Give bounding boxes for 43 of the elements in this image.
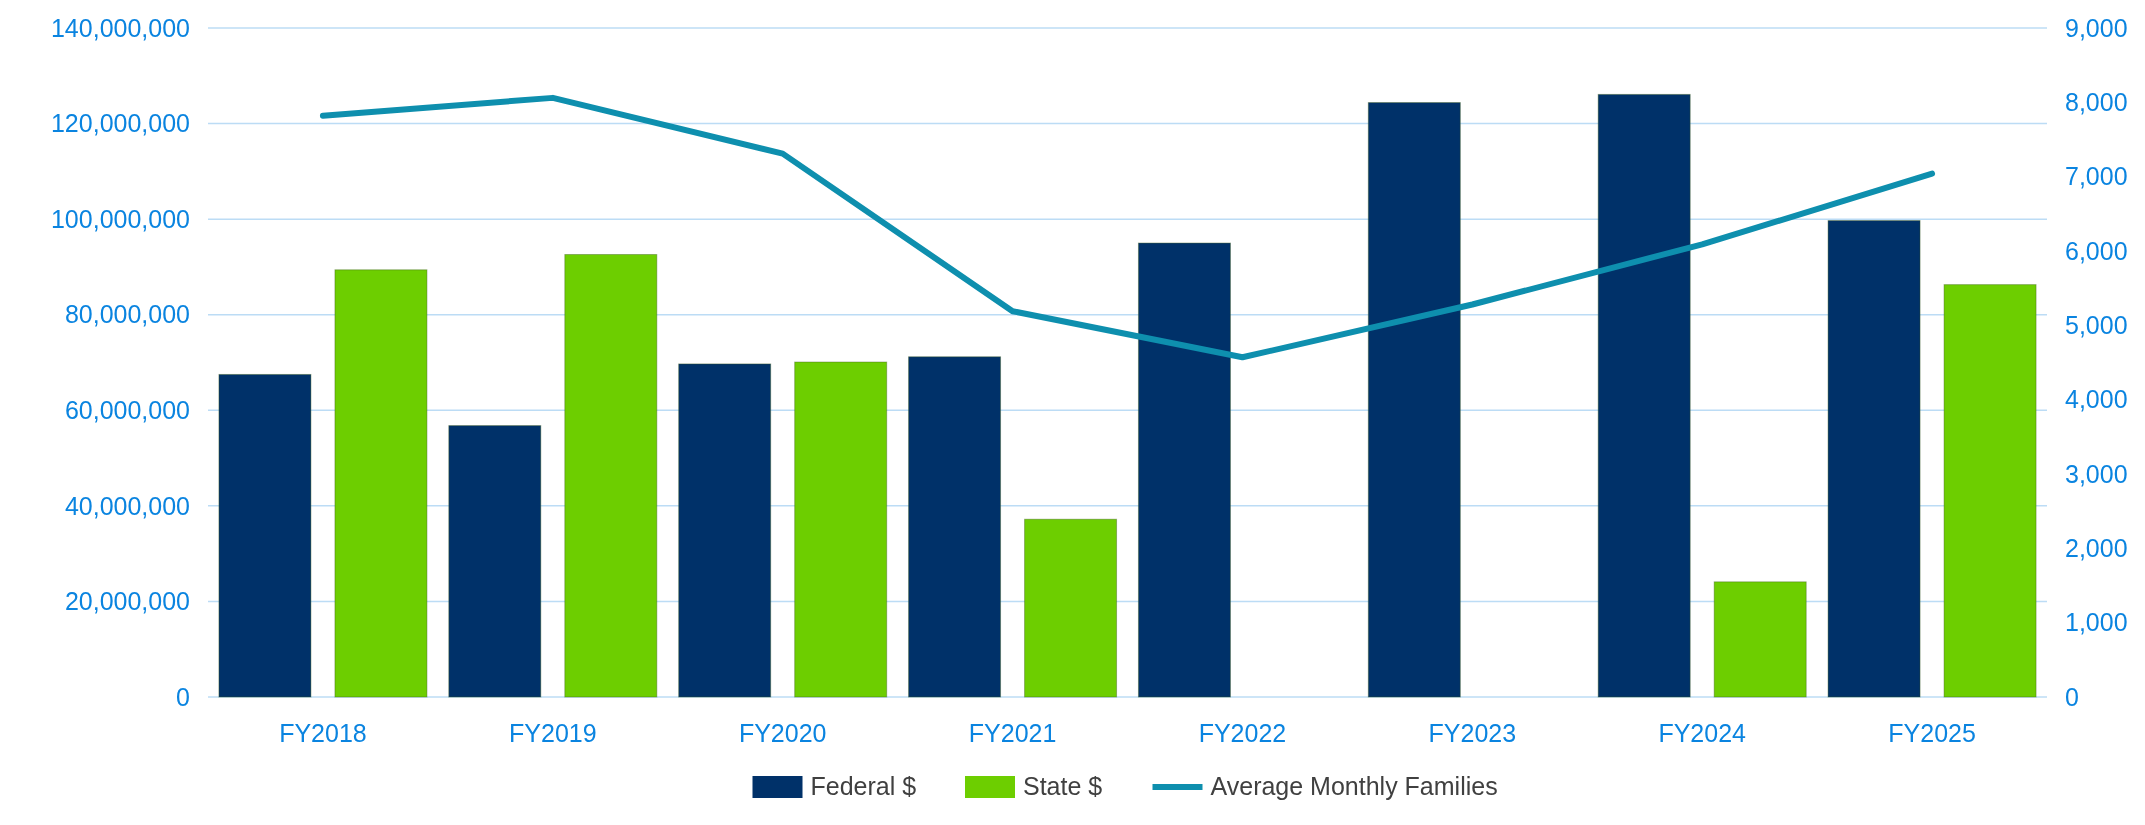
y2-tick-label: 2,000 [2065,534,2128,563]
bar [1024,518,1118,698]
x-tick-label: FY2019 [509,719,597,747]
x-tick-label: FY2020 [738,719,827,747]
bar [1367,102,1461,698]
y-tick-label: 0 [176,682,190,711]
bar [334,269,428,698]
y2-tick-label: 3,000 [2065,459,2128,488]
x-tick-label: FY2025 [1888,719,1976,747]
y2-tick-label: 8,000 [2065,88,2128,117]
y2-tick-label: 1,000 [2065,608,2128,637]
y2-tick-label: 6,000 [2065,236,2128,265]
bar [794,361,888,698]
bar [218,373,312,698]
bar [448,425,542,698]
x-tick-label: FY2022 [1198,719,1287,747]
bar [1827,220,1921,698]
x-tick-label: FY2021 [968,719,1057,747]
y-tick-label: 40,000,000 [64,491,190,520]
legend-label: State $ [1023,772,1103,800]
y-tick-label: 100,000,000 [50,204,190,233]
y2-tick-label: 4,000 [2065,385,2128,414]
x-tick-label: FY2023 [1428,719,1517,747]
bar [1943,284,2037,698]
x-tick-label: FY2018 [279,719,367,747]
y2-tick-label: 0 [2065,682,2079,711]
bar [1713,581,1807,698]
bar [1597,93,1691,698]
y2-tick-label: 5,000 [2065,311,2128,340]
bar [564,254,658,698]
bar [1137,242,1231,698]
y-tick-label: 120,000,000 [50,109,190,138]
legend-label: Average Monthly Families [1210,772,1498,800]
y2-tick-label: 9,000 [2065,13,2128,42]
y-tick-label: 20,000,000 [64,587,190,616]
y-tick-label: 80,000,000 [64,300,190,329]
y-tick-label: 60,000,000 [64,396,190,425]
y2-tick-label: 7,000 [2065,162,2128,191]
bar [908,356,1002,698]
legend-label: Federal $ [810,772,917,800]
bar [678,363,772,698]
x-tick-label: FY2024 [1658,719,1747,747]
y-tick-label: 140,000,000 [50,13,190,42]
